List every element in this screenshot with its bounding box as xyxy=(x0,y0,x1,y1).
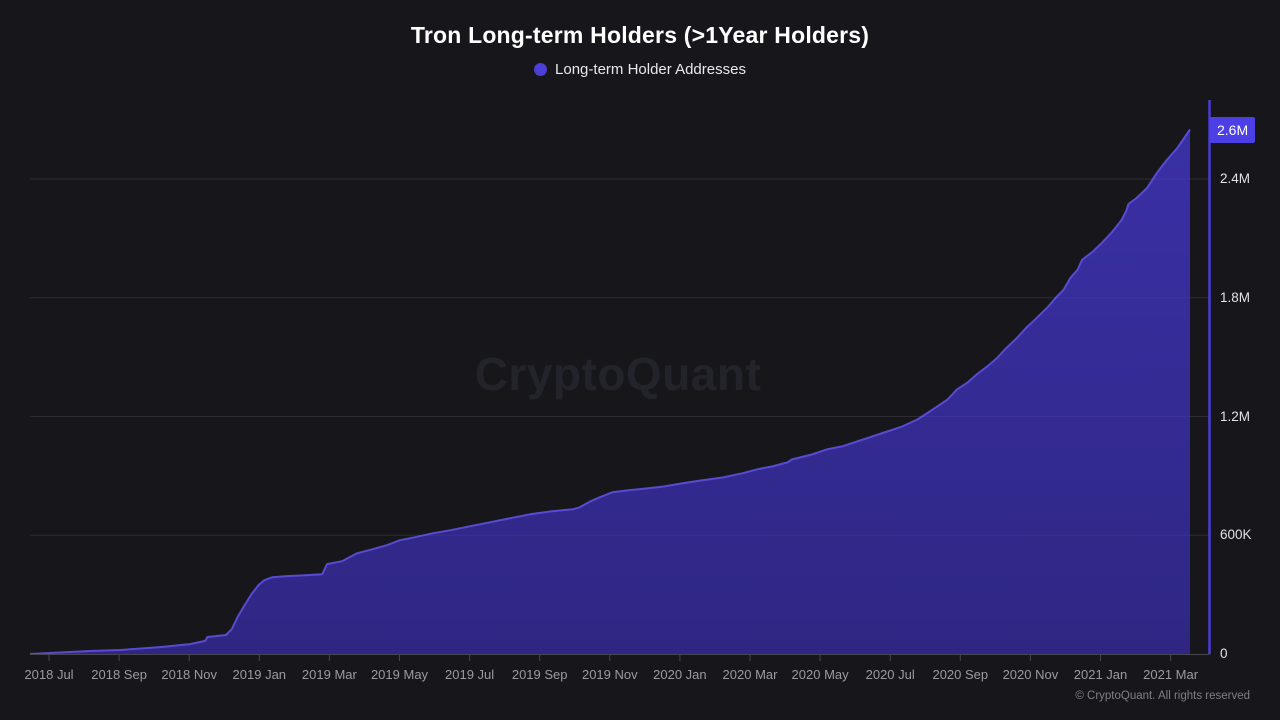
x-axis-label: 2021 Mar xyxy=(1143,667,1199,682)
y-axis-label: 600K xyxy=(1220,527,1252,543)
series-line xyxy=(29,128,1191,655)
x-axis-label: 2020 Nov xyxy=(1002,667,1059,682)
last-value-badge: 2.6M xyxy=(1210,116,1256,143)
x-axis-label: 2020 May xyxy=(791,667,849,682)
x-axis-label: 2019 Nov xyxy=(581,667,638,682)
x-axis-label: 2019 Mar xyxy=(301,667,357,682)
x-axis-label: 2019 Jan xyxy=(232,667,287,682)
x-axis-label: 2020 Jan xyxy=(653,667,707,682)
area-series[interactable] xyxy=(30,129,1190,655)
x-axis-label: 2019 May xyxy=(370,667,429,682)
legend-label: Long-term Holder Addresses xyxy=(555,61,746,78)
x-axis-label: 2019 Sep xyxy=(511,667,568,682)
legend-item[interactable]: Long-term Holder Addresses xyxy=(0,61,1280,78)
chart-title: Tron Long-term Holders (>1Year Holders) xyxy=(410,22,870,48)
legend-dot-icon xyxy=(534,63,548,76)
copyright-notice: © CryptoQuant. All rights reserved xyxy=(1075,690,1250,702)
x-axis-label: 2018 Jul xyxy=(24,667,74,682)
x-axis-label: 2018 Nov xyxy=(161,667,218,682)
x-axis-label: 2019 Jul xyxy=(445,667,495,682)
y-axis-label: 1.8M xyxy=(1220,289,1251,305)
x-axis-label: 2020 Jul xyxy=(865,667,915,682)
x-axis-label: 2018 Sep xyxy=(91,667,147,682)
y-axis-label: 1.2M xyxy=(1220,408,1251,424)
x-axis-label: 2020 Sep xyxy=(932,667,989,682)
x-axis-label: 2021 Jan xyxy=(1073,667,1128,682)
y-axis-label: 0 xyxy=(1220,646,1228,661)
y-axis-label: 2.4M xyxy=(1220,171,1251,186)
x-axis-label: 2020 Mar xyxy=(722,667,778,682)
